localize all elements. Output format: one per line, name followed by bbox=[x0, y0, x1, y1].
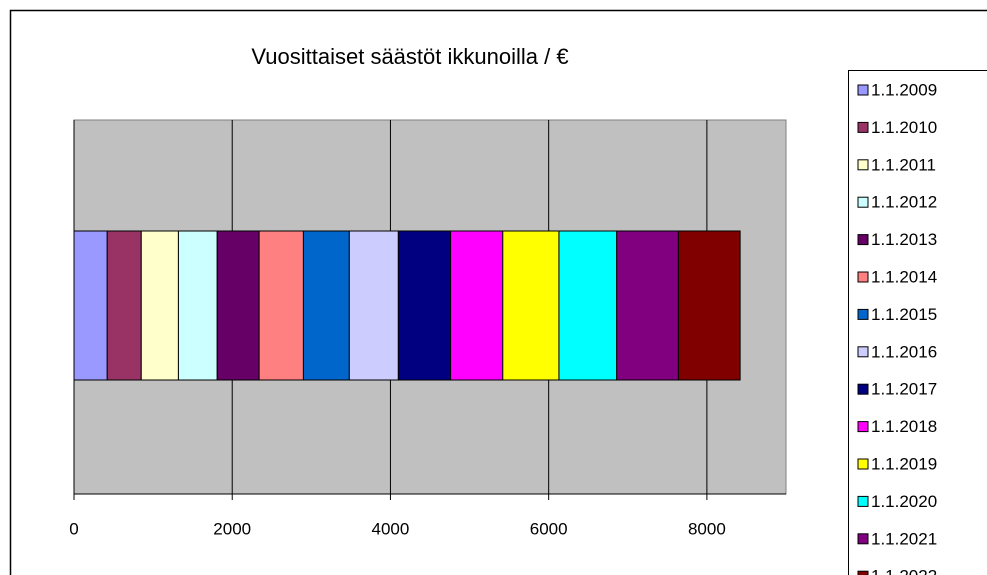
legend-swatch bbox=[857, 495, 869, 507]
legend-swatch bbox=[857, 271, 869, 283]
legend-swatch bbox=[857, 84, 869, 96]
legend-label: 1.1.2017 bbox=[871, 380, 937, 399]
legend-swatch bbox=[857, 383, 869, 395]
bar-segment bbox=[502, 230, 560, 381]
legend-label: 1.1.2021 bbox=[871, 529, 937, 548]
legend-swatch bbox=[857, 421, 869, 433]
x-tick-label: 2000 bbox=[213, 519, 251, 538]
x-tick-label: 0 bbox=[69, 519, 78, 538]
bar-segment bbox=[558, 230, 618, 381]
bar-segment bbox=[258, 230, 304, 381]
chart-title: Vuosittaiset säästöt ikkunoilla / € bbox=[251, 44, 568, 69]
legend-label: 1.1.2020 bbox=[871, 492, 937, 511]
legend-swatch bbox=[857, 533, 869, 545]
bar-segment bbox=[616, 230, 679, 381]
x-tick-label: 4000 bbox=[372, 519, 410, 538]
bar-segment bbox=[140, 230, 179, 381]
legend-label: 1.1.2019 bbox=[871, 454, 937, 473]
legend-label: 1.1.2012 bbox=[871, 193, 937, 212]
legend-swatch bbox=[857, 308, 869, 320]
legend-label: 1.1.2013 bbox=[871, 230, 937, 249]
legend-swatch bbox=[857, 458, 869, 470]
legend-swatch bbox=[857, 121, 869, 133]
legend-label: 1.1.2016 bbox=[871, 342, 937, 361]
legend-label: 1.1.2022 bbox=[871, 567, 937, 575]
legend-label: 1.1.2010 bbox=[871, 118, 937, 137]
legend-swatch bbox=[857, 346, 869, 358]
bar-segment bbox=[177, 230, 218, 381]
x-tick-label: 8000 bbox=[688, 519, 726, 538]
legend-label: 1.1.2018 bbox=[871, 417, 937, 436]
legend-label: 1.1.2015 bbox=[871, 305, 937, 324]
legend bbox=[848, 70, 987, 575]
bar-segment bbox=[348, 230, 399, 381]
legend-swatch bbox=[857, 159, 869, 171]
bar-segment bbox=[302, 230, 350, 381]
bar-segment bbox=[216, 230, 260, 381]
legend-swatch bbox=[857, 196, 869, 208]
legend-swatch bbox=[857, 570, 869, 575]
legend-label: 1.1.2009 bbox=[871, 80, 937, 99]
x-tick-label: 6000 bbox=[530, 519, 568, 538]
bar-segment bbox=[677, 230, 741, 381]
legend-label: 1.1.2014 bbox=[871, 267, 937, 286]
bar-segment bbox=[397, 230, 452, 381]
bar-segment bbox=[73, 230, 108, 381]
legend-swatch bbox=[857, 234, 869, 246]
legend-label: 1.1.2011 bbox=[871, 155, 936, 174]
bar-segment bbox=[450, 230, 504, 381]
bar-segment bbox=[106, 230, 142, 381]
